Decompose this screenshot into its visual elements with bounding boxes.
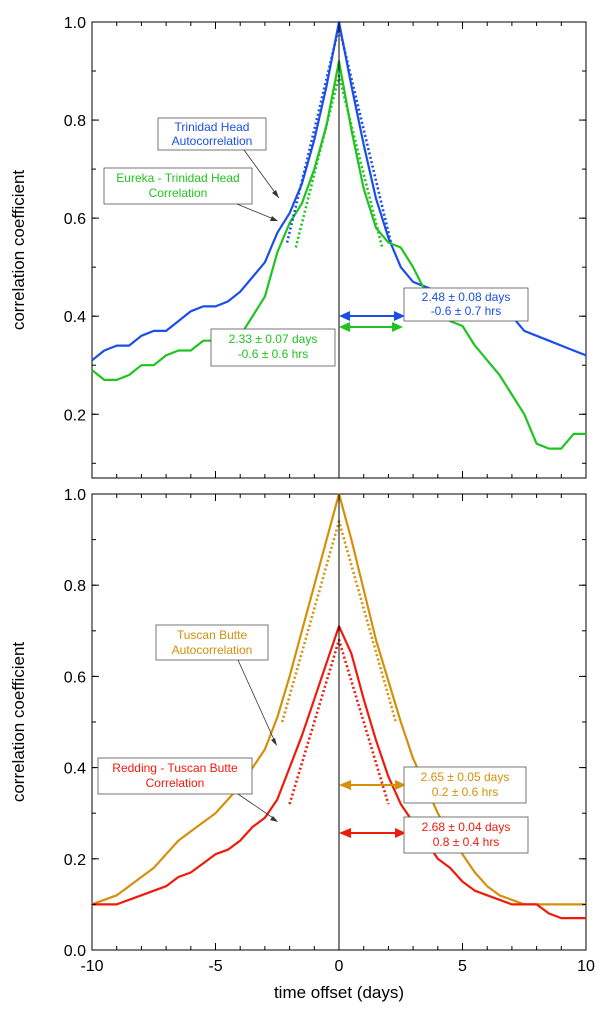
annotation-line: Eureka - Trinidad Head bbox=[116, 171, 239, 185]
annotation-line: -0.6 ± 0.6 hrs bbox=[238, 347, 309, 361]
bottom-axes-group: 0.0 0.2 0.4 0.6 0.8 1.0 -10 -5 0 5 10 bbox=[64, 487, 595, 975]
annotation-tuscan-autocorrelation: Tuscan Butte Autocorrelation bbox=[155, 624, 277, 746]
top-y-tick-label: 0.4 bbox=[64, 309, 86, 326]
x-axis-title: time offset (days) bbox=[274, 983, 404, 1002]
annotation-line: -0.6 ± 0.7 hrs bbox=[431, 304, 502, 318]
annotation-red-width: 2.68 ± 0.04 days 0.8 ± 0.4 hrs bbox=[403, 816, 529, 854]
red-width-arrow bbox=[339, 828, 406, 838]
bottom-y-tick-label: 0.8 bbox=[64, 578, 86, 595]
orange-width-arrow bbox=[339, 780, 406, 790]
bottom-x-tick-label: 5 bbox=[458, 958, 467, 975]
bottom-y-tick-label: 1.0 bbox=[64, 487, 86, 504]
annotation-line: Correlation bbox=[149, 186, 208, 200]
bottom-y-tick-label: 0.4 bbox=[64, 761, 86, 778]
bottom-y-tick-label: 0.0 bbox=[64, 943, 86, 960]
bottom-x-tick-label: 10 bbox=[577, 958, 595, 975]
annotation-line: 0.8 ± 0.4 hrs bbox=[433, 835, 500, 849]
top-y-tick-label: 1.0 bbox=[64, 15, 86, 32]
green-width-arrow bbox=[339, 322, 403, 332]
bottom-y-axis-title: correlation coefficient bbox=[9, 642, 28, 803]
bottom-y-tick-label: 0.6 bbox=[64, 669, 86, 686]
annotation-line: 2.33 ± 0.07 days bbox=[229, 332, 318, 346]
annotation-line: 2.48 ± 0.08 days bbox=[422, 290, 511, 304]
annotation-line: Correlation bbox=[146, 776, 205, 790]
annotation-blue-width: 2.48 ± 0.08 days -0.6 ± 0.7 hrs bbox=[403, 287, 529, 322]
annotation-trinidad-autocorrelation: Trinidad Head Autocorrelation bbox=[157, 117, 280, 199]
annotation-line: Autocorrelation bbox=[172, 134, 253, 148]
top-axes-group: 0.2 0.4 0.6 0.8 1.0 bbox=[64, 15, 587, 478]
top-y-tick-label: 0.6 bbox=[64, 211, 86, 228]
bottom-x-tick-label: -10 bbox=[80, 958, 103, 975]
bottom-panel: 0.0 0.2 0.4 0.6 0.8 1.0 -10 -5 0 5 10 correlation … bbox=[9, 487, 595, 1002]
annotation-line: Trinidad Head bbox=[175, 120, 250, 134]
annotation-line: 2.65 ± 0.05 days bbox=[421, 770, 510, 784]
top-y-tick-label: 0.8 bbox=[64, 113, 86, 130]
annotation-redding-correlation: Redding - Tuscan Butte Correlation bbox=[97, 757, 278, 822]
annotation-line: Autocorrelation bbox=[172, 643, 253, 657]
bottom-x-tick-label: -5 bbox=[208, 958, 222, 975]
annotation-line: Redding - Tuscan Butte bbox=[112, 761, 238, 775]
bottom-y-tick-label: 0.2 bbox=[64, 852, 86, 869]
annotation-line: 2.68 ± 0.04 days bbox=[422, 820, 511, 834]
top-y-axis-title: correlation coefficient bbox=[9, 170, 28, 331]
annotation-line: Tuscan Butte bbox=[177, 628, 248, 642]
top-y-tick-label: 0.2 bbox=[64, 407, 86, 424]
annotation-eureka-correlation: Eureka - Trinidad Head Correlation bbox=[103, 167, 278, 221]
annotation-line: 0.2 ± 0.6 hrs bbox=[432, 785, 499, 799]
annotation-orange-width: 2.65 ± 0.05 days 0.2 ± 0.6 hrs bbox=[403, 766, 527, 804]
bottom-x-tick-label: 0 bbox=[335, 958, 344, 975]
top-panel: 0.20.40.60.81.0 correlation coefficient … bbox=[9, 15, 587, 479]
annotation-green-width: 2.33 ± 0.07 days -0.6 ± 0.6 hrs bbox=[210, 328, 336, 367]
blue-width-arrow bbox=[339, 311, 405, 321]
